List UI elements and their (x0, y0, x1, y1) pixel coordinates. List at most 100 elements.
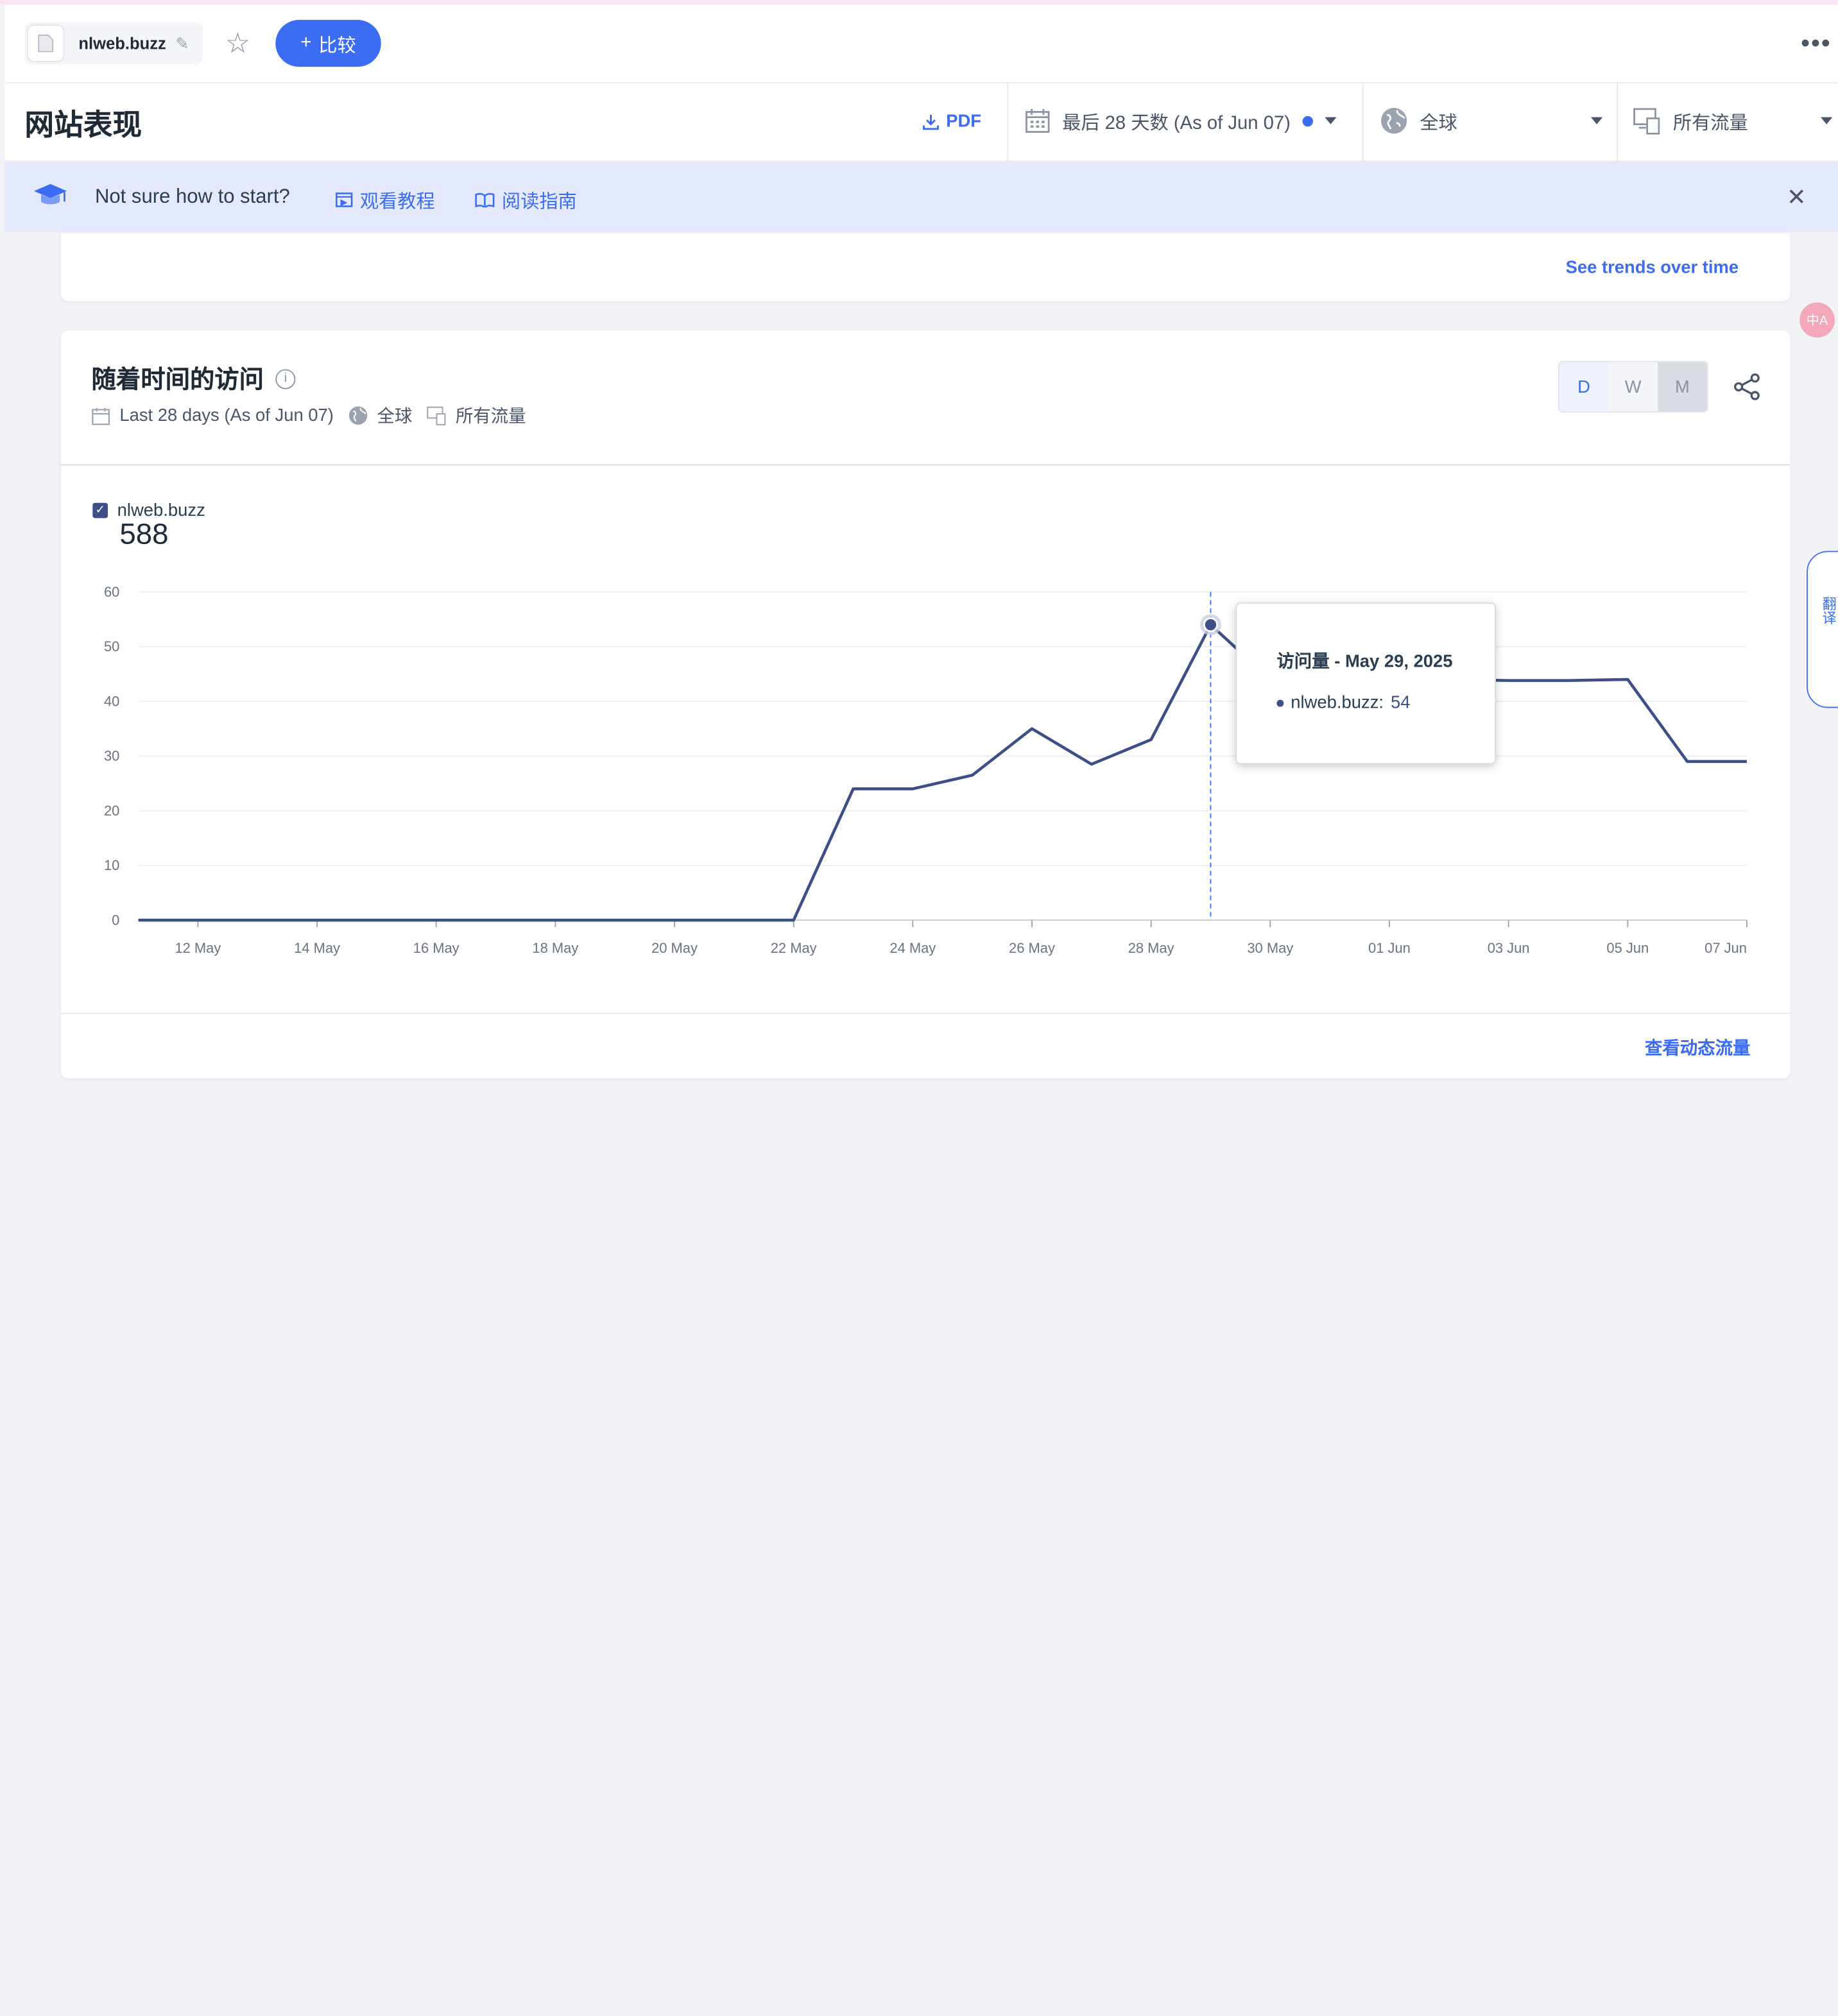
tooltip-title: 访问量 - May 29, 2025 (1276, 651, 1453, 672)
traffic-label: 所有流量 (1672, 114, 1748, 134)
x-tick-label: 24 May (889, 940, 936, 956)
x-tick-label: 18 May (532, 940, 578, 956)
dynamic-traffic-link[interactable]: 查看动态流量 (1644, 1038, 1751, 1059)
y-tick-label: 10 (104, 857, 119, 873)
book-icon (475, 192, 495, 207)
divider (1007, 83, 1009, 161)
side-tab-label: 翻译 (1821, 596, 1837, 625)
x-tick-label: 16 May (413, 940, 460, 956)
see-trends-link[interactable]: See trends over time (1565, 257, 1739, 278)
highlight-point (1203, 617, 1218, 633)
share-icon[interactable] (1733, 373, 1761, 401)
x-tick-label: 14 May (294, 940, 340, 956)
compare-button[interactable]: + 比较 (275, 20, 381, 67)
tooltip-series: nlweb.buzz: (1291, 692, 1384, 713)
visits-line-chart: 0 10 20 30 40 50 60 12 May 14 May 16 May 18 May 20 … (104, 584, 1748, 956)
page-title: 网站表现 (24, 108, 142, 142)
x-tick-label: 05 Jun (1606, 940, 1649, 956)
top-bar: nlweb.buzz ✎ ☆ + 比较 ••• (4, 4, 1838, 83)
traffic-dropdown[interactable]: 所有流量 (1633, 107, 1833, 135)
region-label: 全球 (1420, 114, 1457, 134)
translate-badge-icon[interactable]: 中A (1799, 302, 1835, 338)
devices-icon (426, 406, 445, 425)
compare-label: 比较 (318, 36, 356, 56)
onboarding-banner: Not sure how to start? 观看教程 阅读指南 ✕ (4, 162, 1838, 232)
legend-item[interactable]: ✓ nlweb.buzz (92, 500, 205, 520)
read-guide-link[interactable]: 阅读指南 (475, 185, 577, 214)
top-accent-line (0, 0, 1838, 5)
graduation-cap-icon (33, 184, 67, 205)
meta-region: 全球 (377, 406, 413, 427)
read-guide-label: 阅读指南 (501, 192, 577, 212)
card-title-text: 随着时间的访问 (91, 366, 264, 394)
y-tick-label: 60 (104, 584, 119, 600)
site-name: nlweb.buzz (78, 33, 166, 53)
summary-card: See trends over time (60, 233, 1791, 302)
x-tick-label: 26 May (1009, 940, 1055, 956)
series-line (138, 623, 1747, 922)
calendar-icon (1025, 108, 1050, 133)
granularity-week[interactable]: W (1608, 362, 1658, 412)
plus-icon: + (300, 33, 312, 53)
star-icon[interactable]: ☆ (225, 28, 251, 60)
download-icon (923, 114, 939, 130)
x-tick-label: 07 Jun (1705, 940, 1747, 956)
info-icon[interactable]: i (275, 368, 296, 389)
calendar-icon (92, 407, 110, 425)
side-tab[interactable]: 翻译 (1807, 551, 1838, 708)
granularity-month[interactable]: M (1658, 362, 1707, 412)
card-meta: Last 28 days (As of Jun 07) 全球 所有流量 (91, 403, 526, 427)
pdf-button[interactable]: PDF (923, 112, 981, 132)
video-icon (336, 192, 353, 207)
watch-tutorial-label: 观看教程 (359, 192, 435, 212)
tooltip-value: 54 (1390, 692, 1411, 713)
y-tick-label: 50 (104, 638, 119, 654)
legend-label: nlweb.buzz (117, 500, 205, 521)
divider (1362, 83, 1364, 161)
series-dot (1276, 699, 1284, 706)
site-chip[interactable]: nlweb.buzz ✎ (24, 22, 203, 65)
chevron-down-icon (1821, 117, 1833, 124)
x-tick-label: 28 May (1128, 940, 1174, 956)
more-menu-icon[interactable]: ••• (1800, 28, 1832, 58)
x-tick-label: 12 May (175, 940, 221, 956)
y-tick-label: 0 (112, 912, 119, 928)
chevron-down-icon (1324, 117, 1337, 124)
page-icon (27, 24, 65, 62)
x-tick-label: 20 May (651, 940, 698, 956)
pencil-icon[interactable]: ✎ (175, 33, 189, 53)
y-tick-label: 40 (104, 693, 119, 709)
granularity-day[interactable]: D (1559, 362, 1609, 412)
page-header: 网站表现 PDF 最后 28 天数 (As of Jun 07) 全球 所有流量 (4, 83, 1838, 162)
visits-over-time-card: 随着时间的访问 i Last 28 days (As of Jun 07) 全球… (60, 330, 1791, 1079)
devices-icon (1633, 108, 1660, 135)
status-dot (1302, 115, 1313, 126)
close-icon[interactable]: ✕ (1787, 185, 1807, 211)
x-tick-label: 30 May (1247, 940, 1293, 956)
chart-tooltip: 访问量 - May 29, 2025 nlweb.buzz: 54 (1235, 602, 1496, 765)
y-tick-label: 30 (104, 748, 119, 764)
date-range-label: 最后 28 天数 (As of Jun 07) (1062, 114, 1291, 134)
watch-tutorial-link[interactable]: 观看教程 (335, 185, 435, 214)
x-tick-label: 01 Jun (1368, 940, 1411, 956)
globe-icon (348, 406, 367, 425)
divider (1617, 83, 1618, 161)
meta-date: Last 28 days (As of Jun 07) (119, 406, 334, 426)
header-divider (60, 464, 1791, 466)
chevron-down-icon (1590, 117, 1603, 124)
card-title: 随着时间的访问 i (91, 361, 296, 397)
date-range-dropdown[interactable]: 最后 28 天数 (As of Jun 07) (1025, 107, 1337, 135)
y-tick-label: 20 (104, 803, 119, 819)
meta-traffic: 所有流量 (455, 406, 526, 427)
total-visits: 588 (119, 518, 169, 551)
granularity-toggle: D W M (1558, 361, 1708, 413)
region-dropdown[interactable]: 全球 (1380, 107, 1603, 135)
x-tick-label: 03 Jun (1488, 940, 1530, 956)
globe-icon (1380, 108, 1407, 134)
x-tick-label: 22 May (771, 940, 817, 956)
footer-divider (60, 1012, 1791, 1014)
pdf-label: PDF (946, 111, 982, 132)
banner-question: Not sure how to start? (94, 185, 290, 208)
checkbox-checked-icon[interactable]: ✓ (92, 502, 108, 518)
